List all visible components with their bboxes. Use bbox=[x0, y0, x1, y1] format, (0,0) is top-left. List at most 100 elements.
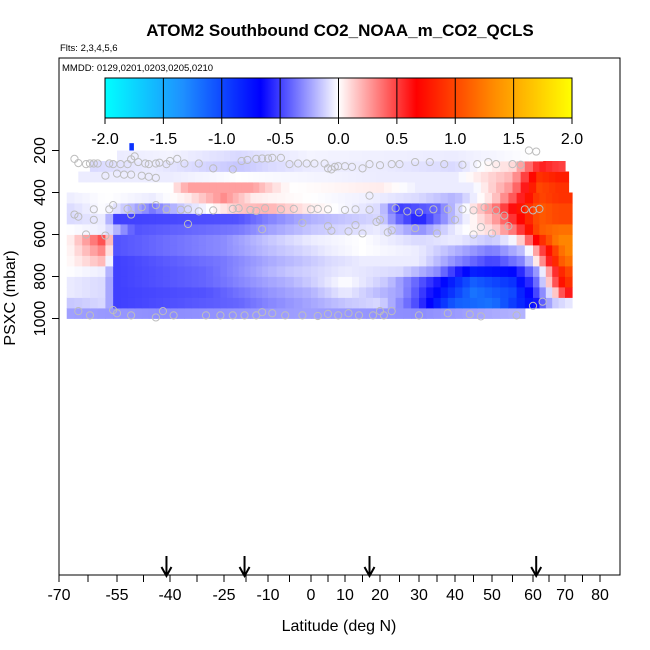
heat-cell bbox=[226, 276, 234, 288]
heat-cell bbox=[272, 171, 282, 183]
heat-cell bbox=[558, 203, 566, 214]
heat-cell bbox=[256, 213, 263, 225]
heat-cell bbox=[440, 192, 449, 204]
heat-cell bbox=[387, 161, 397, 172]
heat-cell bbox=[191, 245, 200, 256]
sample-point bbox=[105, 159, 114, 168]
heat-cell bbox=[466, 150, 475, 162]
heat-cell bbox=[311, 213, 319, 225]
heat-cell bbox=[411, 224, 420, 235]
heat-cell bbox=[484, 203, 493, 214]
sample-point bbox=[194, 159, 203, 168]
heat-cell bbox=[433, 192, 442, 204]
heat-cell bbox=[232, 276, 240, 288]
heat-cell bbox=[276, 276, 286, 288]
heat-cell bbox=[484, 234, 493, 246]
heat-cell bbox=[285, 255, 295, 267]
heat-cell bbox=[148, 213, 157, 225]
heat-cell bbox=[469, 192, 478, 204]
sample-point bbox=[476, 312, 485, 321]
heat-cell bbox=[331, 213, 339, 225]
heat-cell bbox=[376, 150, 385, 162]
heat-cell bbox=[338, 308, 346, 319]
heat-cell bbox=[440, 255, 449, 267]
heat-cell bbox=[380, 234, 389, 246]
heat-cell bbox=[462, 297, 471, 309]
heat-cell bbox=[241, 171, 249, 183]
heat-cell bbox=[348, 171, 357, 183]
heat-cell bbox=[462, 213, 471, 225]
heat-cell bbox=[159, 171, 168, 183]
heat-cell bbox=[533, 287, 540, 298]
heat-cell bbox=[89, 224, 99, 235]
sample-point bbox=[358, 164, 367, 173]
heat-cell bbox=[500, 287, 509, 298]
heat-cell bbox=[520, 171, 530, 183]
heat-cell bbox=[302, 308, 312, 319]
heat-cell bbox=[387, 287, 397, 298]
heat-cell bbox=[317, 266, 326, 277]
heat-cell bbox=[177, 234, 185, 246]
heat-cell bbox=[492, 161, 501, 172]
heat-cell bbox=[113, 234, 122, 246]
heat-cell bbox=[220, 203, 228, 214]
heat-cell bbox=[345, 276, 353, 288]
heat-cell bbox=[345, 245, 353, 256]
sample-point bbox=[268, 309, 277, 318]
heat-cell bbox=[484, 213, 493, 225]
heat-cell bbox=[216, 171, 225, 183]
x-tick-label: -10 bbox=[256, 587, 279, 604]
heat-cell bbox=[545, 192, 553, 204]
heat-cell bbox=[444, 150, 452, 162]
heat-cell bbox=[455, 297, 463, 309]
heat-cell bbox=[97, 276, 106, 288]
heat-cell bbox=[220, 245, 228, 256]
heat-cell bbox=[433, 308, 442, 319]
sample-point bbox=[469, 206, 478, 215]
heat-cell bbox=[429, 171, 438, 183]
colorbar-tick-label: -1.5 bbox=[150, 131, 178, 148]
y-tick-label: 800 bbox=[32, 263, 49, 290]
heat-cell bbox=[302, 192, 312, 204]
sample-point bbox=[372, 217, 381, 226]
heat-cell bbox=[232, 161, 240, 172]
heat-cell bbox=[552, 266, 560, 277]
colorbar-tick-label: 1.5 bbox=[503, 131, 525, 148]
sample-point bbox=[258, 225, 267, 234]
heat-cell bbox=[180, 171, 189, 183]
sample-point bbox=[473, 160, 482, 169]
heat-cell bbox=[244, 276, 251, 288]
y-tick-label: 600 bbox=[32, 221, 49, 248]
heat-cell bbox=[155, 297, 164, 309]
heat-cell bbox=[250, 287, 257, 298]
heat-cell bbox=[166, 171, 175, 183]
heat-cell bbox=[352, 276, 360, 288]
sample-point bbox=[263, 154, 273, 163]
heat-cell bbox=[345, 234, 353, 246]
heat-cell bbox=[293, 192, 303, 204]
heat-cell bbox=[484, 161, 493, 172]
heat-cell bbox=[232, 192, 240, 204]
dates-subtitle: MMDD: 0129,0201,0203,0205,0210 bbox=[62, 63, 213, 74]
heat-cell bbox=[268, 297, 278, 309]
heat-cell bbox=[250, 234, 257, 246]
heat-cell bbox=[508, 203, 518, 214]
heat-cell bbox=[520, 182, 530, 193]
heat-cell bbox=[184, 308, 193, 319]
heat-cell bbox=[455, 255, 463, 267]
heat-cell bbox=[558, 255, 566, 267]
heat-cell bbox=[238, 308, 246, 319]
heat-cell bbox=[148, 203, 157, 214]
heat-cell bbox=[213, 203, 221, 214]
heat-cell bbox=[369, 171, 378, 183]
heat-cell bbox=[395, 255, 404, 267]
heat-cell bbox=[373, 192, 381, 204]
heat-cell bbox=[324, 203, 332, 214]
heat-cell bbox=[184, 203, 193, 214]
heat-cell bbox=[331, 245, 339, 256]
heat-cell bbox=[250, 266, 257, 277]
heat-cell bbox=[206, 234, 214, 246]
heat-cell bbox=[545, 161, 553, 172]
heat-cell bbox=[317, 234, 326, 246]
heat-cell bbox=[341, 171, 350, 183]
